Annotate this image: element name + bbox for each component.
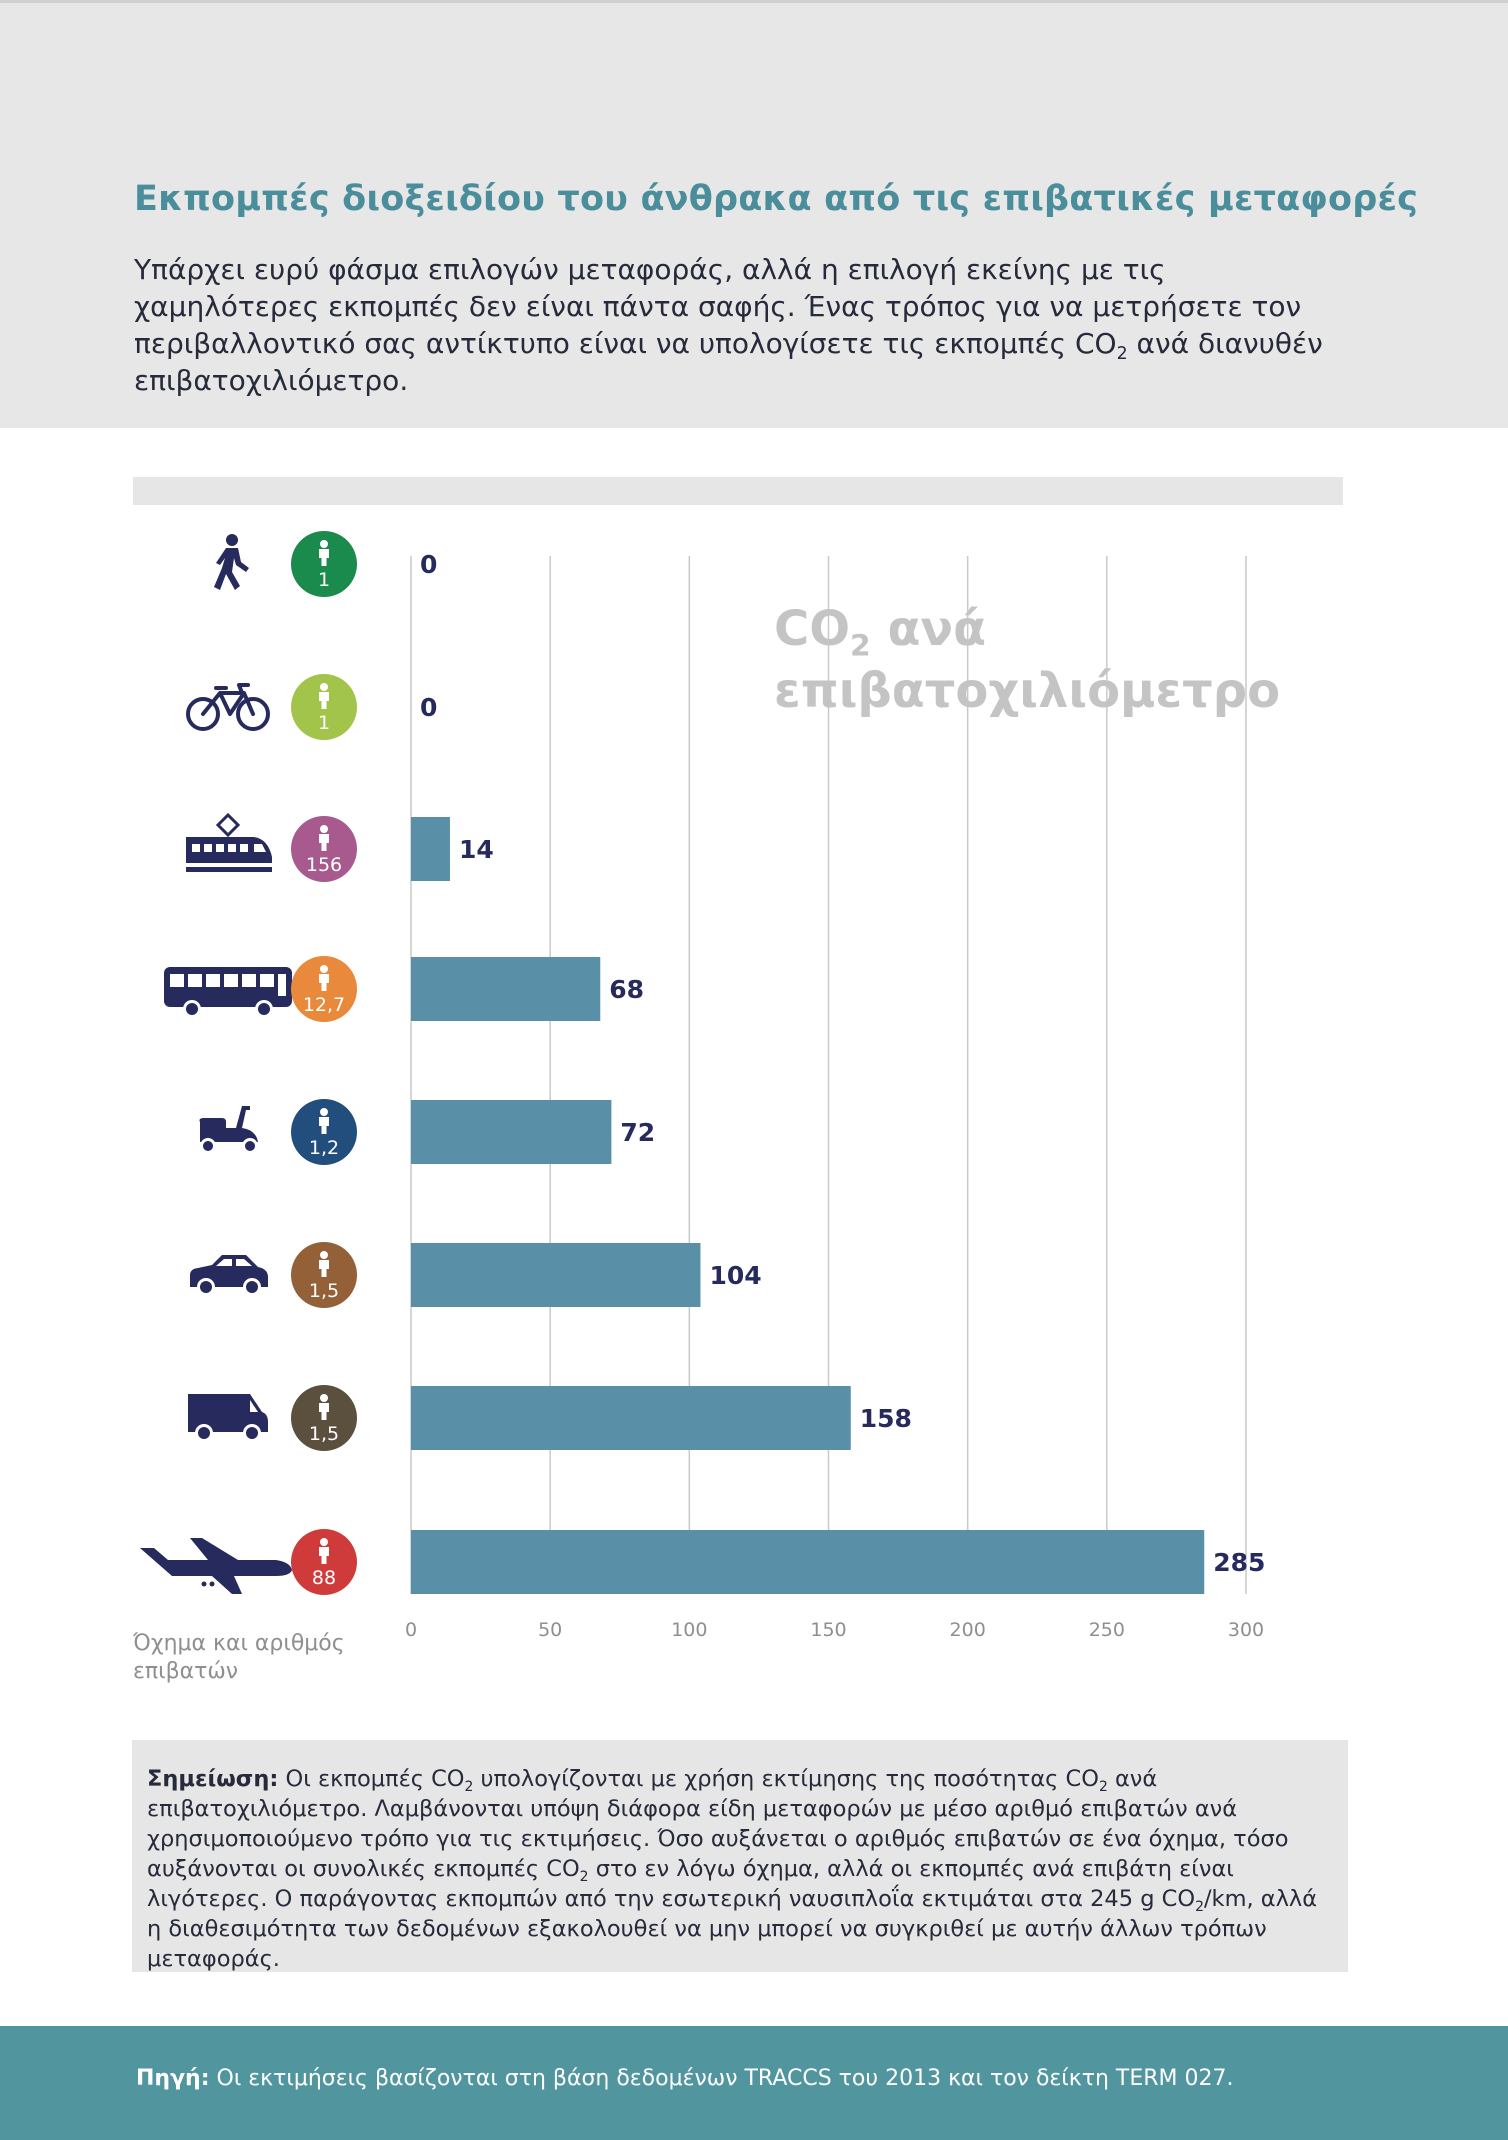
page-title: Εκπομπές διοξειδίου του άνθρακα από τις … xyxy=(134,179,1419,219)
overlay-ana: ανά xyxy=(870,601,987,657)
bar-train xyxy=(411,817,450,881)
person-head xyxy=(320,1108,328,1116)
passenger-badge: 12,7 xyxy=(291,956,357,1022)
value-label: 68 xyxy=(609,975,644,1004)
person-body xyxy=(319,1547,329,1564)
bicycle-icon xyxy=(186,683,270,731)
x-tick-label: 150 xyxy=(810,1619,846,1641)
passenger-badge: 1 xyxy=(291,674,357,740)
note-panel: Σημείωση: Οι εκπομπές CO2 υπολογίζονται … xyxy=(132,1740,1348,1972)
co2-subscript: 2 xyxy=(1098,1778,1108,1795)
passenger-count: 1,5 xyxy=(309,1280,339,1302)
source-citation: Οι εκτιμήσεις βασίζονται στη βάση δεδομέ… xyxy=(209,2066,1234,2091)
chart-overlay-title: CO2 ανά επιβατοχιλιόμετρο xyxy=(774,598,1280,722)
passenger-badge: 1,5 xyxy=(291,1385,357,1451)
van-icon xyxy=(188,1394,268,1442)
value-label: 72 xyxy=(620,1118,655,1147)
person-body xyxy=(319,692,329,709)
co2-subscript: 2 xyxy=(1195,1898,1204,1915)
person-body xyxy=(319,549,329,566)
person-icon xyxy=(319,540,329,566)
person-icon xyxy=(319,825,329,851)
person-icon xyxy=(319,965,329,991)
person-body xyxy=(319,1117,329,1134)
co2-subscript: 2 xyxy=(464,1778,474,1795)
x-tick-label: 100 xyxy=(671,1619,707,1641)
note-text: Οι εκπομπές CO xyxy=(278,1766,465,1792)
chart-header-strip xyxy=(133,477,1343,505)
x-tick-label: 50 xyxy=(538,1619,562,1641)
airplane-icon xyxy=(140,1538,292,1594)
note-label: Σημείωση: xyxy=(147,1766,279,1792)
value-label: 0 xyxy=(420,693,437,722)
person-head xyxy=(320,540,328,548)
passenger-count: 1 xyxy=(318,712,330,734)
x-tick-label: 0 xyxy=(405,1619,417,1641)
intro-text-part: ανά διανυθέν επιβατοχιλιόμετρο. xyxy=(134,327,1323,397)
passenger-badge: 1,5 xyxy=(291,1242,357,1308)
note-text: ανά επιβατοχιλιόμετρο. Λαμβάνονται υπόψη… xyxy=(147,1766,1289,1882)
car-icon xyxy=(190,1255,268,1296)
overlay-co2-subscript: 2 xyxy=(850,628,871,664)
source-text: Πηγή: Οι εκτιμήσεις βασίζονται στη βάση … xyxy=(136,2066,1234,2091)
person-body xyxy=(319,834,329,851)
overlay-co2: CO xyxy=(774,601,851,657)
x-tick-label: 300 xyxy=(1228,1619,1264,1641)
walking-icon xyxy=(214,534,249,590)
person-head xyxy=(320,1538,328,1546)
person-body xyxy=(319,1260,329,1277)
person-icon xyxy=(319,1538,329,1564)
train-icon xyxy=(186,812,272,872)
source-bar: Πηγή: Οι εκτιμήσεις βασίζονται στη βάση … xyxy=(0,2026,1508,2140)
x-tick-label: 250 xyxy=(1089,1619,1125,1641)
person-head xyxy=(320,1251,328,1259)
person-icon xyxy=(319,1108,329,1134)
passenger-count: 1,2 xyxy=(309,1137,339,1159)
person-head xyxy=(320,965,328,973)
bar-bus xyxy=(411,957,601,1021)
passenger-count: 1 xyxy=(318,569,330,591)
note-text: υπολογίζονται με χρήση εκτίμησης της ποσ… xyxy=(473,1766,1099,1792)
source-label: Πηγή: xyxy=(136,2066,210,2091)
bar-car xyxy=(411,1243,701,1307)
passenger-badge: 1 xyxy=(291,531,357,597)
value-label: 0 xyxy=(420,550,437,579)
passenger-badge: 1,2 xyxy=(291,1099,357,1165)
header-panel: Εκπομπές διοξειδίου του άνθρακα από τις … xyxy=(0,0,1508,428)
bus-icon xyxy=(164,967,292,1018)
value-label: 158 xyxy=(860,1404,912,1433)
passenger-badge: 88 xyxy=(291,1529,357,1595)
person-icon xyxy=(319,683,329,709)
co2-subscript: 2 xyxy=(579,1868,589,1885)
person-body xyxy=(319,974,329,991)
passenger-count: 88 xyxy=(312,1567,336,1589)
passenger-count: 1,5 xyxy=(309,1423,339,1445)
co2-subscript: 2 xyxy=(1116,344,1128,365)
overlay-unit: επιβατοχιλιόμετρο xyxy=(774,663,1281,719)
x-tick-label: 200 xyxy=(950,1619,986,1641)
note-text: /km, αλλά η διαθεσιμότητα των δεδομένων … xyxy=(147,1886,1318,1972)
person-head xyxy=(320,683,328,691)
person-icon xyxy=(319,1394,329,1420)
intro-text: Υπάρχει ευρύ φάσμα επιλογών μεταφοράς, α… xyxy=(134,251,1354,399)
scooter-icon xyxy=(199,1106,258,1154)
person-icon xyxy=(319,1251,329,1277)
value-label: 285 xyxy=(1213,1548,1265,1577)
person-head xyxy=(320,825,328,833)
value-label: 104 xyxy=(709,1261,761,1290)
person-head xyxy=(320,1394,328,1402)
bar-airplane xyxy=(411,1530,1205,1594)
value-label: 14 xyxy=(459,835,494,864)
axis-caption: Όχημα και αριθμός επιβατών xyxy=(133,1631,345,1684)
note-text: στο εν λόγω όχημα, αλλά οι εκπομπές ανά … xyxy=(147,1856,1234,1912)
intro-text-part: Υπάρχει ευρύ φάσμα επιλογών μεταφοράς, α… xyxy=(134,253,1302,360)
passenger-badge: 156 xyxy=(291,816,357,882)
bar-scooter xyxy=(411,1100,612,1164)
bar-van xyxy=(411,1386,851,1450)
passenger-count: 156 xyxy=(306,854,342,876)
person-body xyxy=(319,1403,329,1420)
passenger-count: 12,7 xyxy=(303,994,345,1016)
